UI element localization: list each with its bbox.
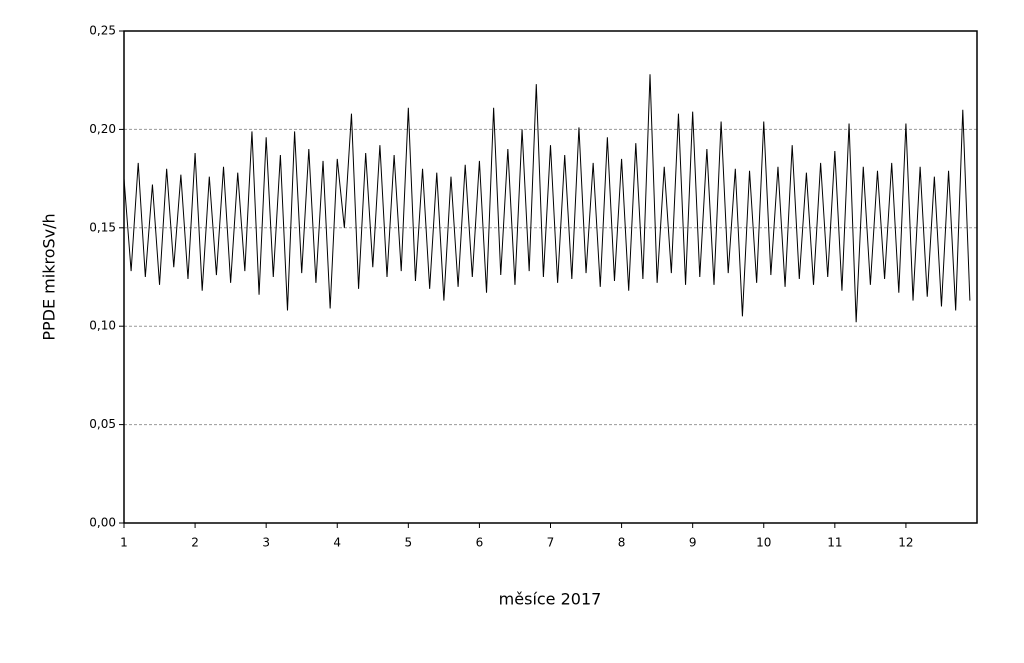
- x-tick-label: 5: [405, 536, 413, 550]
- x-tick-label: 2: [191, 536, 199, 550]
- x-tick-label: 11: [827, 536, 842, 550]
- data-line: [123, 74, 971, 323]
- y-tick-label: 0,25: [89, 24, 116, 38]
- x-tick-label: 10: [756, 536, 771, 550]
- x-tick-label: 1: [120, 536, 128, 550]
- x-tick-label: 8: [618, 536, 626, 550]
- x-tick-label: 4: [333, 536, 341, 550]
- y-tick-label: 0,20: [89, 122, 116, 136]
- y-tick-label: 0,15: [89, 220, 116, 234]
- y-axis-title: PPDE mikroSv/h: [40, 213, 59, 340]
- plot-frame: [123, 30, 978, 524]
- x-tick-label: 12: [898, 536, 913, 550]
- x-tick-label: 9: [689, 536, 697, 550]
- x-tick-label: 3: [262, 536, 270, 550]
- x-axis-title: měsíce 2017: [499, 590, 602, 609]
- x-tick-label: 7: [547, 536, 555, 550]
- y-tick-label: 0,10: [89, 319, 116, 333]
- y-tick-label: 0,00: [89, 516, 116, 530]
- x-tick-label: 6: [476, 536, 484, 550]
- y-tick-label: 0,05: [89, 417, 116, 431]
